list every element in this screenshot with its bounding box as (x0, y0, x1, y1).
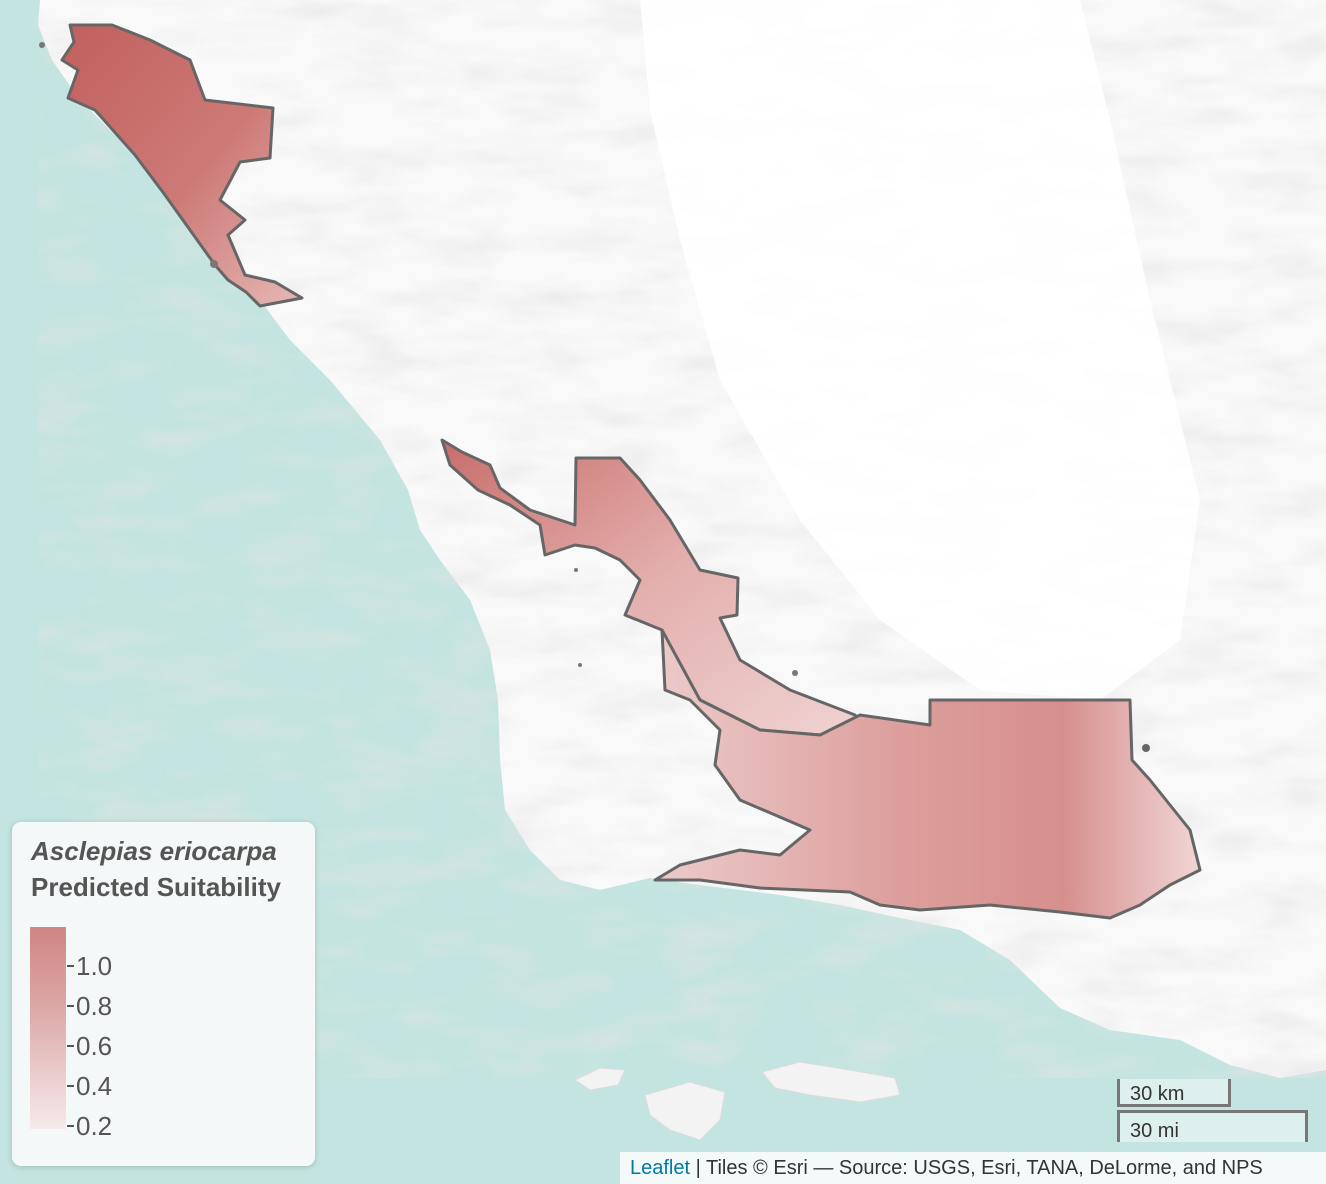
attribution-separator: | (690, 1157, 707, 1179)
range-speck (39, 42, 45, 48)
suitability-region-north[interactable] (60, 23, 304, 308)
range-speck (792, 670, 798, 676)
legend-subtitle: Predicted Suitability (31, 872, 281, 902)
legend-color-ramp (30, 927, 66, 1129)
scale-bar-mi: 30 mi (1117, 1110, 1308, 1142)
scale-bar-km: 30 km (1117, 1079, 1231, 1107)
island (644, 1081, 726, 1141)
range-speck (210, 260, 218, 268)
island (573, 1067, 626, 1091)
leaflet-link[interactable]: Leaflet (630, 1157, 691, 1179)
map-attribution: Leaflet | Tiles © Esri — Source: USGS, E… (620, 1152, 1326, 1184)
legend: Asclepias eriocarpa Predicted Suitabilit… (12, 822, 315, 1166)
legend-tick: 0.8 (67, 993, 112, 1019)
legend-tick: 1.0 (67, 953, 112, 979)
legend-species-name: Asclepias eriocarpa (31, 836, 277, 866)
range-speck (574, 568, 578, 572)
attribution-text: Tiles © Esri — Source: USGS, Esri, TANA,… (706, 1157, 1263, 1179)
suitability-region-south[interactable] (653, 628, 1202, 920)
central-valley (640, 0, 1200, 700)
legend-tick: 0.6 (67, 1033, 112, 1059)
legend-tick: 0.2 (67, 1113, 112, 1139)
island (761, 1061, 901, 1103)
range-speck (1142, 744, 1150, 752)
legend-tick: 0.4 (67, 1073, 112, 1099)
range-speck (578, 663, 582, 667)
